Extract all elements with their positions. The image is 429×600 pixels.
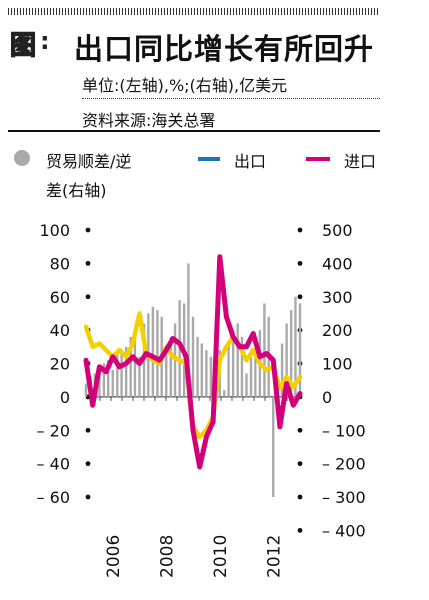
legend-trade-balance-marker — [14, 150, 30, 166]
trade-balance-bar — [107, 360, 110, 397]
trade-balance-bar — [187, 263, 190, 397]
right-axis-tick-label: 0 — [322, 388, 332, 407]
trade-balance-bar — [151, 306, 155, 397]
left-axis-tick-label: 40 — [50, 321, 70, 340]
header-stripe — [8, 8, 380, 15]
trade-balance-bar — [120, 350, 123, 397]
right-axis-tick-dot — [297, 427, 303, 433]
trade-balance-bar — [200, 343, 204, 397]
header-rule — [8, 130, 380, 132]
left-axis-tick-label: – 20 — [37, 421, 70, 440]
left-axis-tick-label: 60 — [50, 288, 70, 307]
trade-balance-bar — [124, 346, 128, 397]
legend-imports-marker — [306, 157, 330, 161]
trade-balance-bar — [280, 343, 284, 397]
right-axis-tick-dot — [297, 494, 303, 500]
trade-balance-bar — [133, 333, 137, 397]
right-axis-tick-dot — [297, 461, 303, 467]
right-axis-tick-dot — [297, 260, 303, 266]
x-axis-year-label: 2012 — [264, 535, 284, 578]
trade-balance-bar — [209, 356, 213, 397]
left-axis-tick-label: – 60 — [37, 488, 70, 507]
trade-balance-bar — [98, 366, 101, 397]
legend-imports-label: 进口 — [344, 152, 377, 171]
trade-balance-bar — [272, 396, 275, 497]
trade-balance-bar — [249, 356, 253, 397]
right-axis-tick-label: 100 — [322, 355, 353, 374]
dotted-divider — [82, 98, 380, 99]
legend-exports-marker — [198, 157, 220, 161]
trade-balance-bar — [223, 390, 226, 397]
right-axis-tick-dot — [297, 527, 303, 533]
x-axis-year-label: 2006 — [104, 535, 124, 578]
left-axis-tick-dot — [85, 461, 91, 467]
trade-balance-bar — [84, 383, 88, 397]
trade-balance-bar — [129, 336, 132, 397]
trade-balance-bar — [294, 296, 297, 397]
unit-line: 单位:(左轴),%;(右轴),亿美元 — [82, 76, 288, 95]
left-axis-tick-label: 20 — [50, 355, 70, 374]
trade-balance-bar — [285, 323, 288, 397]
chart-title: 出口同比增长有所回升 — [74, 32, 375, 66]
trade-balance-bar — [156, 310, 159, 397]
right-axis-tick-label: 200 — [322, 321, 353, 340]
right-axis-tick-label: 300 — [322, 288, 353, 307]
trade-balance-bar — [191, 316, 195, 397]
left-axis-tick-label: 100 — [39, 221, 70, 240]
right-axis-tick-label: 500 — [322, 221, 353, 240]
trade-balance-bar — [254, 350, 257, 397]
trade-balance-bar — [205, 350, 208, 397]
right-axis-tick-label: – 400 — [322, 521, 366, 540]
left-axis-tick-dot — [85, 494, 91, 500]
trade-balance-bar — [227, 343, 230, 397]
figure-label-text: 图 — [9, 30, 37, 62]
trade-balance-bar — [169, 336, 172, 397]
legend-trade-balance-label: 贸易顺差/逆 — [46, 152, 132, 171]
left-axis-tick-dot — [85, 427, 91, 433]
left-axis-tick-dot — [85, 227, 91, 233]
trade-balance-bar — [298, 303, 302, 397]
trade-balance-bar — [111, 370, 114, 397]
legend-exports-label: 出口 — [234, 152, 267, 171]
trade-balance-bar — [289, 310, 293, 397]
right-axis-tick-label: – 200 — [322, 455, 366, 474]
right-axis-tick-label: 400 — [322, 254, 353, 273]
left-axis-tick-label: 0 — [60, 388, 70, 407]
left-axis-tick-label: – 40 — [37, 455, 70, 474]
trade-balance-bar — [231, 330, 235, 397]
imports-series-line — [83, 254, 303, 470]
trade-balance-bar — [102, 363, 106, 397]
trade-balance-bar — [165, 346, 168, 397]
right-axis-tick-dot — [297, 294, 303, 300]
source-line: 资料来源:海关总署 — [82, 111, 216, 130]
x-axis-year-label: 2008 — [157, 535, 177, 578]
figure-label: 图 : — [8, 25, 52, 63]
right-axis-tick-dot — [297, 227, 303, 233]
trade-balance-bar — [245, 373, 248, 397]
trade-balance-bar — [263, 303, 266, 397]
legend-trade-balance-label-cont: 差(右轴) — [46, 181, 107, 200]
right-axis-tick-label: – 300 — [322, 488, 366, 507]
trade-balance-bar — [138, 356, 141, 397]
trade-balance-bar — [236, 323, 239, 397]
trade-balance-bar — [116, 353, 119, 397]
left-axis-tick-dot — [85, 294, 91, 300]
figure-colon: : — [40, 27, 50, 55]
trade-balance-bar — [196, 336, 199, 397]
left-axis-tick-dot — [85, 260, 91, 266]
left-axis-tick-label: 80 — [50, 254, 70, 273]
x-axis-year-label: 2010 — [211, 535, 231, 578]
right-axis-tick-label: – 100 — [322, 421, 366, 440]
trade-balance-bar — [240, 336, 244, 397]
